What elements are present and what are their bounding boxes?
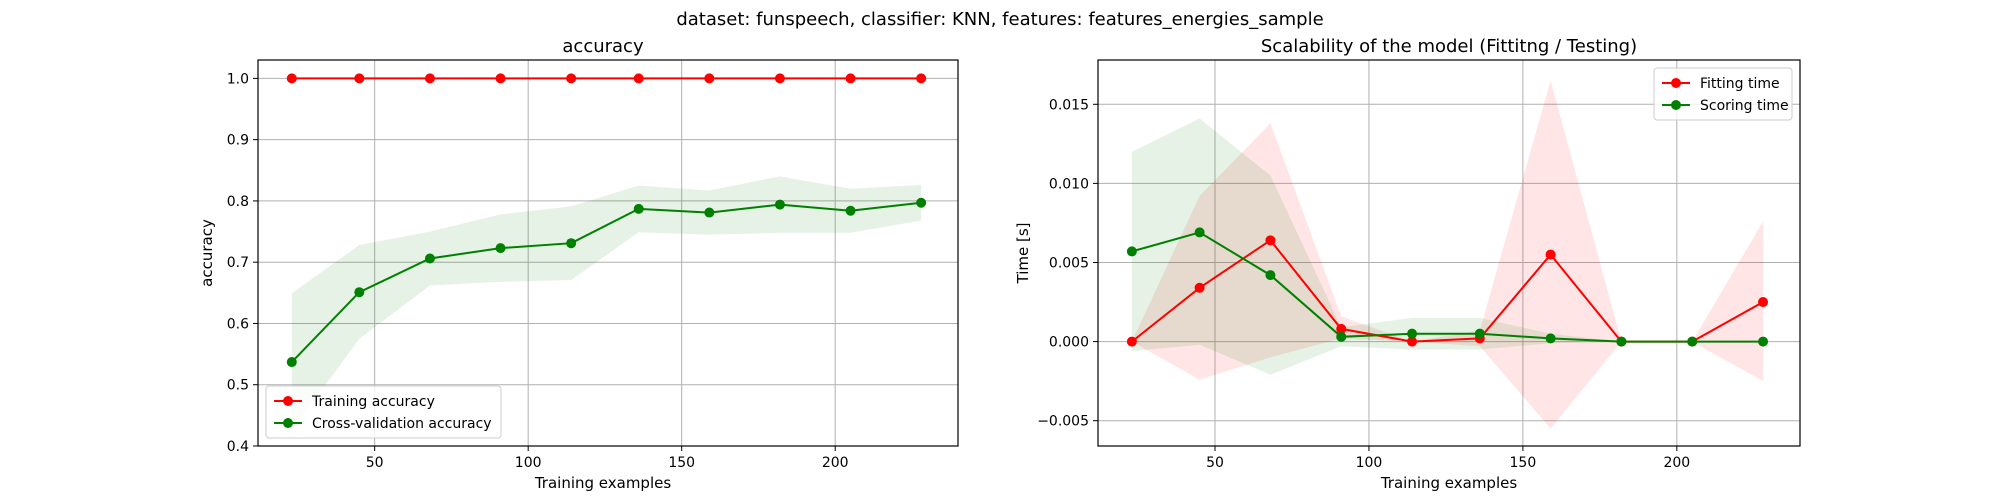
data-point: [566, 238, 577, 249]
y-tick-label: 0.7: [227, 255, 249, 271]
data-point: [1194, 282, 1205, 293]
data-point: [1336, 331, 1347, 342]
axes-frame: [257, 59, 959, 447]
data-point: [1194, 227, 1205, 238]
data-point: [495, 73, 506, 84]
data-point: [1687, 336, 1698, 347]
data-point: [633, 73, 644, 84]
x-tick-label: 150: [668, 455, 695, 471]
legend-box: [1653, 67, 1793, 121]
data-point: [286, 73, 297, 84]
confidence-band: [291, 176, 922, 431]
figure-suptitle: dataset: funspeech, classifier: KNN, fea…: [676, 9, 1323, 30]
data-point: [1126, 336, 1137, 347]
legend: Training accuracy Cross-validation accura…: [265, 385, 502, 439]
y-tick-label: 0.5: [227, 378, 249, 394]
y-tick-label: 0.015: [1049, 97, 1089, 113]
y-tick-label: 1.0: [227, 71, 249, 87]
y-tick-label: 0.005: [1049, 255, 1089, 271]
x-tick-label: 50: [1206, 455, 1224, 471]
confidence-band: [1131, 118, 1764, 375]
data-point: [774, 73, 785, 84]
data-point: [1126, 246, 1137, 257]
data-point: [495, 243, 506, 254]
series-line: [1131, 231, 1764, 343]
x-tick-label: 200: [1663, 455, 1690, 471]
data-point: [916, 73, 927, 84]
legend-swatch-marker: [1671, 100, 1681, 110]
y-tick-label: 0.4: [227, 439, 249, 455]
legend-label: Cross-validation accuracy: [312, 416, 492, 432]
y-axis-label: accuracy: [198, 219, 216, 287]
data-point: [1616, 336, 1627, 347]
data-point: [916, 197, 927, 208]
legend-swatch-marker: [283, 418, 293, 428]
legend: Fitting time Scoring time: [1653, 67, 1793, 121]
data-point: [1545, 333, 1556, 344]
data-point: [424, 253, 435, 264]
data-point: [1758, 297, 1769, 308]
x-axis-label: Training examples: [534, 474, 672, 492]
y-tick-label: 0.8: [227, 194, 249, 210]
legend-swatch-marker: [1671, 78, 1681, 88]
data-point: [845, 205, 856, 216]
data-point: [354, 287, 365, 298]
data-point: [845, 73, 856, 84]
legend-label: Training accuracy: [311, 394, 435, 410]
x-axis-label: Training examples: [1380, 474, 1518, 492]
legend-box: [265, 385, 502, 439]
data-point: [1265, 235, 1276, 246]
data-point: [774, 199, 785, 210]
axes-frame: [1097, 59, 1801, 447]
panel-title: accuracy: [562, 36, 644, 57]
data-point: [1474, 328, 1485, 339]
data-point: [1407, 328, 1418, 339]
data-point: [354, 73, 365, 84]
data-point: [566, 73, 577, 84]
data-point: [1545, 249, 1556, 260]
data-point: [633, 203, 644, 214]
legend-label: Scoring time: [1700, 98, 1789, 114]
x-tick-label: 100: [1356, 455, 1383, 471]
y-tick-label: 0.9: [227, 133, 249, 149]
panel-title: Scalability of the model (Fittitng / Tes…: [1261, 36, 1637, 57]
y-tick-label: 0.000: [1049, 335, 1089, 351]
accuracy-panel: accuracy Training examples accuracy 50 10…: [198, 36, 959, 492]
x-tick-label: 200: [822, 455, 849, 471]
x-tick-label: 50: [366, 455, 384, 471]
data-point: [1336, 323, 1347, 334]
data-point: [1265, 270, 1276, 281]
data-point: [1758, 336, 1769, 347]
x-tick-label: 100: [515, 455, 542, 471]
x-tick-label: 150: [1510, 455, 1537, 471]
data-point: [704, 73, 715, 84]
series-line: [291, 201, 922, 363]
y-tick-label: 0.010: [1049, 176, 1089, 192]
legend-swatch-marker: [283, 396, 293, 406]
y-axis-label: Time [s]: [1014, 223, 1032, 285]
data-point: [704, 207, 715, 218]
data-point: [424, 73, 435, 84]
data-point: [1407, 336, 1418, 347]
data-point: [286, 357, 297, 368]
scalability-panel: Scalability of the model (Fittitng / Tes…: [1014, 36, 1801, 492]
y-tick-label: −0.005: [1037, 414, 1089, 430]
legend-label: Fitting time: [1700, 76, 1780, 92]
y-tick-label: 0.6: [227, 316, 249, 332]
